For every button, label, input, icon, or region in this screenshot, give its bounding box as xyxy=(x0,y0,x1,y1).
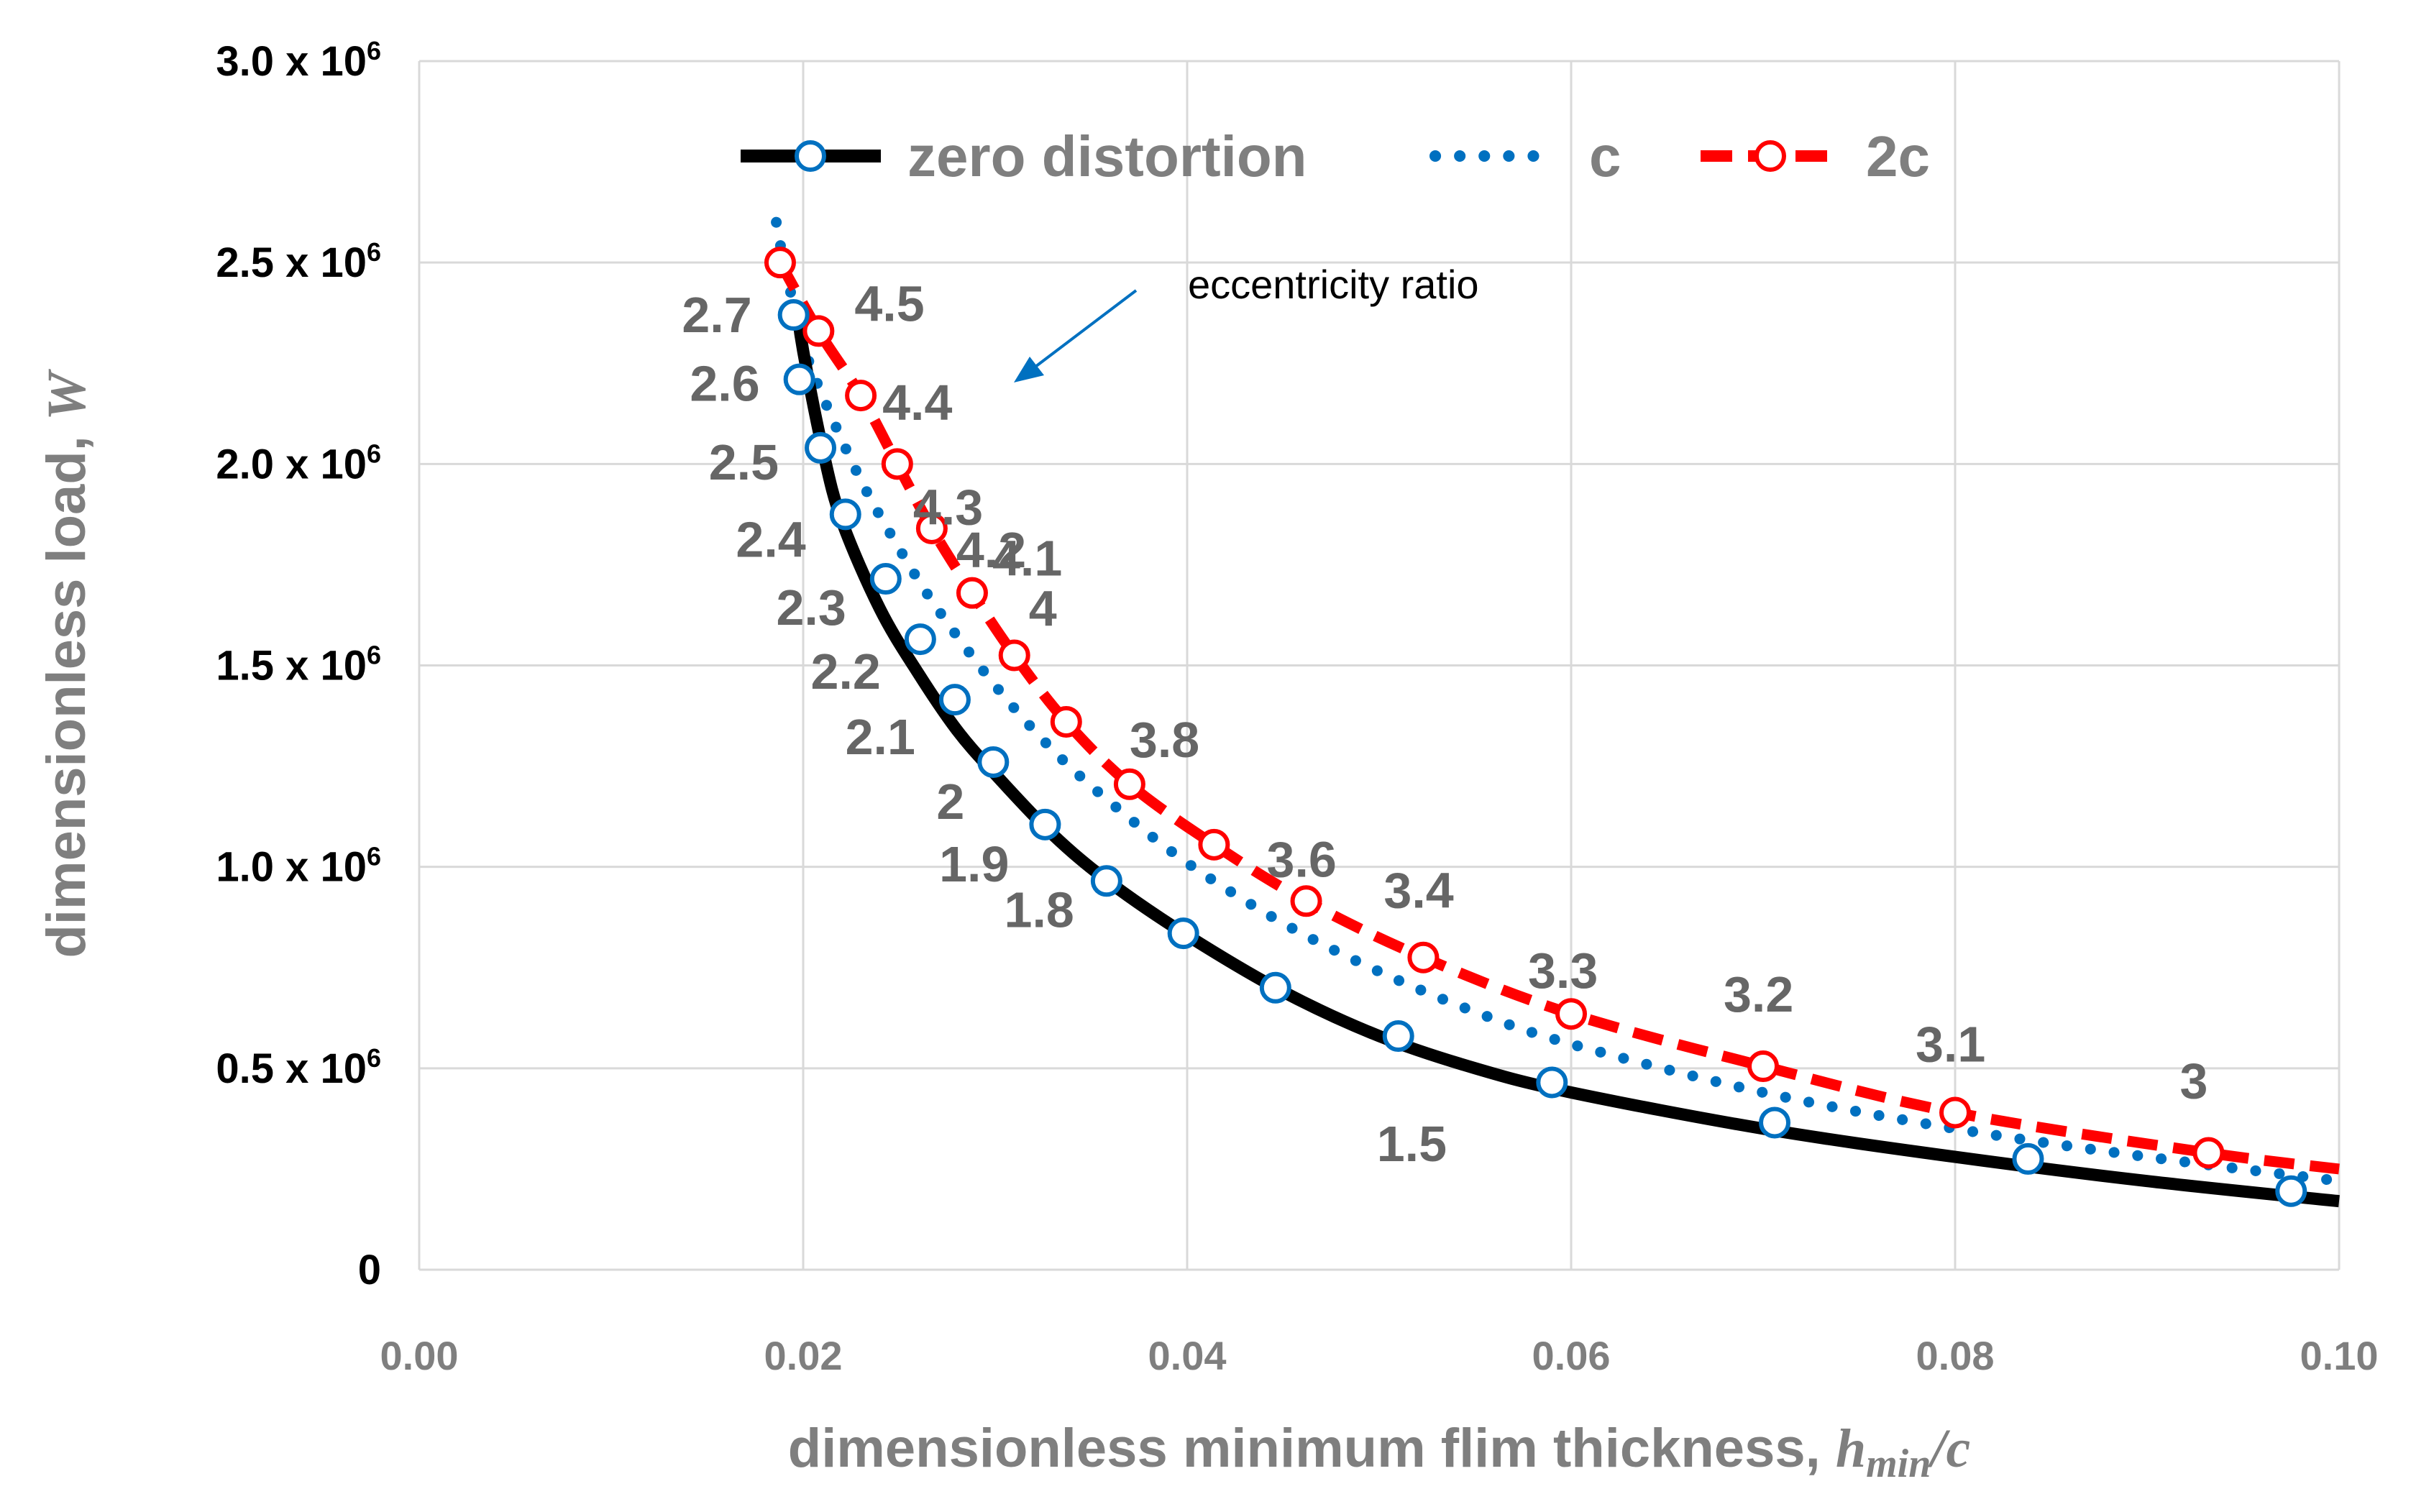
label-zero-distortion: 1.9 xyxy=(939,836,1009,892)
y-axis-title-symbol: W xyxy=(37,368,97,421)
marker-zero-distortion xyxy=(783,363,815,395)
x-tick-labels: 0.00 0.02 0.04 0.06 0.08 0.10 xyxy=(380,1333,2379,1378)
marker-zero-distortion xyxy=(1090,865,1122,897)
annotation-arrowhead xyxy=(1014,357,1044,382)
label-zero-distortion: 1.5 xyxy=(1377,1116,1447,1172)
x-tick-label: 0.00 xyxy=(380,1333,459,1378)
series-layer xyxy=(771,216,2345,1208)
x-tick-label: 0.08 xyxy=(1916,1333,1995,1378)
marker-zero-distortion xyxy=(977,746,1010,778)
marker-2c xyxy=(1290,885,1322,917)
label-2c: 4.4 xyxy=(882,375,952,431)
annotation-arrow-shaft xyxy=(1034,289,1138,368)
gridlines xyxy=(419,60,2341,1270)
label-zero-distortion: 2.6 xyxy=(690,356,759,412)
marker-2c xyxy=(764,247,796,279)
marker-zero-distortion xyxy=(1536,1066,1568,1099)
label-zero-distortion: 2 xyxy=(936,774,964,830)
x-axis-title-symbol: h xyxy=(1836,1419,1866,1479)
legend: zero distortion c 2c xyxy=(741,124,1930,188)
marker-zero-distortion xyxy=(2275,1175,2307,1207)
marker-zero-distortion xyxy=(1029,808,1061,840)
marker-2c xyxy=(1939,1096,1971,1129)
y-tick-label: 0.5 x 106 xyxy=(216,1043,381,1092)
y-tick-label: 2.0 x 106 xyxy=(216,439,381,487)
legend-marker-2c xyxy=(1755,140,1786,172)
marker-2c xyxy=(845,380,877,412)
label-2c: 4.2 xyxy=(956,522,1026,578)
marker-2c xyxy=(1747,1050,1779,1083)
curve-c xyxy=(771,216,2345,1187)
x-tick-label: 0.06 xyxy=(1532,1333,1611,1378)
point-labels: 2.7 2.6 2.5 2.4 2.3 2.2 2.1 2 1.91.8 1.5 4.5 4.4 4.3… xyxy=(682,275,2208,1172)
label-2c: 3.1 xyxy=(1916,1016,1985,1072)
label-zero-distortion: 2.4 xyxy=(736,511,805,567)
marker-2c xyxy=(1198,828,1230,861)
marker-2c xyxy=(2192,1137,2225,1169)
label-2c: 4 xyxy=(1029,580,1057,636)
label-zero-distortion: 2.5 xyxy=(709,434,779,490)
x-axis-title-suffix: /c xyxy=(1927,1419,1970,1479)
label-2c: 4.5 xyxy=(854,275,924,331)
legend-marker-zero-distortion xyxy=(795,140,826,172)
marker-2c xyxy=(1555,998,1587,1030)
label-zero-distortion: 2.7 xyxy=(682,287,751,343)
marker-zero-distortion xyxy=(938,684,971,716)
y-tick-label: 3.0 x 106 xyxy=(216,36,381,85)
marker-zero-distortion xyxy=(805,431,837,464)
label-zero-distortion: 2.3 xyxy=(776,579,846,636)
marker-zero-distortion xyxy=(1759,1106,1791,1139)
label-2c: 3.3 xyxy=(1528,943,1598,999)
marker-2c xyxy=(915,512,948,544)
x-tick-label: 0.04 xyxy=(1148,1333,1227,1378)
label-2c: 3.8 xyxy=(1130,712,1199,768)
marker-2c xyxy=(802,315,835,347)
marker-zero-distortion xyxy=(869,563,902,595)
y-tick-label: 0 xyxy=(358,1247,381,1293)
x-axis-title: dimensionless minimum flim thickness, hm… xyxy=(788,1418,1970,1486)
marker-zero-distortion xyxy=(1259,971,1291,1004)
x-tick-label: 0.02 xyxy=(764,1333,843,1378)
y-tick-label: 1.0 x 106 xyxy=(216,842,381,891)
marker-zero-distortion xyxy=(1382,1020,1414,1053)
legend-label-zero-distortion: zero distortion xyxy=(907,124,1307,188)
label-2c: 4.3 xyxy=(913,479,983,535)
label-2c: 4.1 xyxy=(992,531,1062,587)
label-2c: 3.2 xyxy=(1724,966,1793,1022)
label-2c: 3 xyxy=(2179,1053,2208,1109)
marker-zero-distortion xyxy=(2012,1142,2044,1175)
marker-zero-distortion xyxy=(904,623,936,656)
label-zero-distortion: 2.2 xyxy=(811,643,881,700)
marker-zero-distortion xyxy=(1167,917,1199,950)
marker-2c xyxy=(1407,941,1440,973)
marker-2c xyxy=(998,639,1030,672)
label-2c: 3.4 xyxy=(1383,863,1453,919)
y-tick-labels: 0 0.5 x 106 1.0 x 106 1.5 x 106 2.0 x 106 2.5… xyxy=(216,36,381,1293)
y-axis-title: dimensionless load, W xyxy=(36,368,97,958)
curve-zero-distortion xyxy=(791,310,2340,1208)
label-zero-distortion: 1.8 xyxy=(1005,881,1074,938)
label-zero-distortion: 2.1 xyxy=(846,709,915,765)
y-tick-label: 2.5 x 106 xyxy=(216,237,381,286)
curve-2c xyxy=(775,260,2340,1175)
y-tick-label: 1.5 x 106 xyxy=(216,641,381,689)
x-tick-label: 0.10 xyxy=(2300,1333,2379,1378)
x-axis-title-subscript: min xyxy=(1866,1442,1931,1486)
marker-2c xyxy=(1050,705,1082,738)
marker-2c xyxy=(881,448,913,480)
marker-2c xyxy=(956,577,988,609)
marker-zero-distortion xyxy=(829,498,861,531)
legend-label-c: c xyxy=(1589,124,1621,188)
x-axis-title-text: dimensionless minimum flim thickness, xyxy=(788,1418,1836,1479)
markers xyxy=(764,247,2307,1207)
label-2c: 3.6 xyxy=(1267,831,1337,887)
marker-2c xyxy=(1113,768,1145,800)
y-axis-title-text: dimensionless load, xyxy=(36,421,97,958)
annotation-text: eccentricity ratio xyxy=(1188,262,1479,307)
legend-label-2c: 2c xyxy=(1866,124,1930,188)
marker-zero-distortion xyxy=(777,299,810,331)
